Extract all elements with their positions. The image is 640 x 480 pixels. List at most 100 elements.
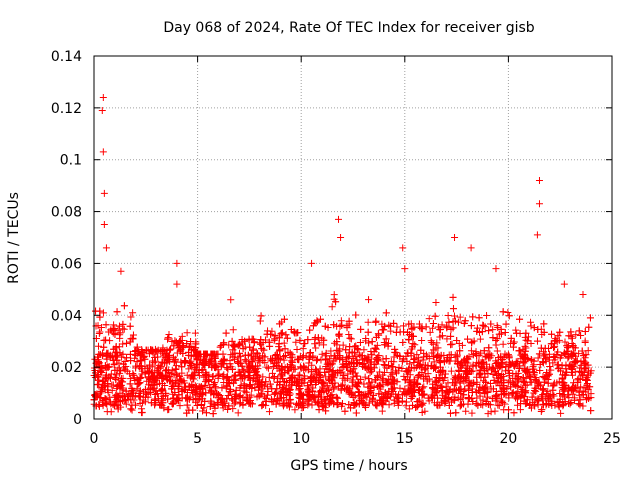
data-point — [168, 337, 176, 345]
data-point — [293, 355, 301, 363]
data-point — [313, 355, 321, 363]
data-point — [255, 386, 263, 394]
data-point — [223, 375, 231, 383]
data-point — [399, 338, 407, 346]
data-point — [245, 336, 253, 344]
data-point — [332, 298, 340, 306]
data-point — [493, 322, 501, 330]
data-point — [517, 383, 525, 391]
data-point — [378, 407, 386, 415]
data-point — [582, 394, 590, 402]
data-point — [405, 405, 413, 413]
data-point — [540, 328, 548, 336]
data-point — [151, 390, 159, 398]
data-point — [526, 372, 534, 380]
data-point — [430, 363, 438, 371]
data-point — [260, 346, 268, 354]
data-point — [484, 351, 492, 359]
data-point — [417, 324, 425, 332]
data-point — [522, 389, 530, 397]
data-point — [376, 368, 384, 376]
data-point — [509, 389, 517, 397]
data-point — [214, 374, 222, 382]
data-point — [256, 358, 264, 366]
data-point — [581, 365, 589, 373]
data-point — [175, 391, 183, 399]
data-point — [294, 328, 302, 336]
data-point — [307, 378, 315, 386]
data-point — [150, 384, 158, 392]
data-point — [96, 307, 104, 315]
data-point — [582, 375, 590, 383]
data-point — [151, 377, 159, 385]
data-point — [402, 402, 410, 410]
data-point — [492, 341, 500, 349]
data-point — [489, 364, 497, 372]
data-point — [543, 369, 551, 377]
data-point — [345, 387, 353, 395]
data-point — [224, 373, 232, 381]
data-point — [353, 383, 361, 391]
data-point — [288, 357, 296, 365]
data-point — [194, 352, 202, 360]
data-point — [447, 351, 455, 359]
data-point — [97, 366, 105, 374]
data-point — [571, 358, 579, 366]
data-point — [265, 408, 273, 416]
data-point — [133, 375, 141, 383]
data-point — [408, 324, 416, 332]
data-point — [202, 369, 210, 377]
data-point — [419, 356, 427, 364]
data-point — [204, 376, 212, 384]
data-point — [257, 312, 265, 320]
data-point — [379, 371, 387, 379]
data-point — [480, 347, 488, 355]
data-point — [102, 371, 110, 379]
data-point — [323, 392, 331, 400]
data-point — [461, 385, 469, 393]
data-point — [526, 378, 534, 386]
data-point — [466, 381, 474, 389]
data-point — [562, 371, 570, 379]
data-point — [571, 344, 579, 352]
data-point — [410, 383, 418, 391]
data-point — [241, 356, 249, 364]
data-point — [188, 386, 196, 394]
data-point — [230, 379, 238, 387]
data-point — [409, 401, 417, 409]
data-point — [540, 320, 548, 328]
data-point — [574, 378, 582, 386]
data-point — [171, 389, 179, 397]
data-point — [355, 351, 363, 359]
data-point — [322, 349, 330, 357]
data-point — [209, 373, 217, 381]
data-point — [534, 354, 542, 362]
data-point — [337, 234, 345, 241]
data-point — [215, 370, 223, 378]
data-point — [95, 342, 103, 350]
data-point — [578, 347, 586, 355]
data-point — [210, 391, 218, 399]
y-tick-label: 0 — [73, 412, 82, 428]
data-point — [312, 367, 320, 375]
data-point — [133, 343, 141, 351]
data-point — [540, 386, 548, 394]
data-point — [524, 337, 532, 345]
data-point — [413, 379, 421, 387]
data-point — [499, 308, 507, 316]
data-point — [368, 351, 376, 359]
data-point — [472, 388, 480, 396]
data-point — [96, 313, 104, 321]
data-point — [406, 378, 414, 386]
data-point — [408, 393, 416, 401]
data-point — [229, 326, 237, 334]
data-point — [405, 320, 413, 328]
data-point — [372, 318, 380, 326]
data-point — [440, 395, 448, 403]
data-point — [258, 381, 266, 389]
data-point — [479, 396, 487, 404]
data-point — [448, 340, 456, 348]
data-point — [241, 337, 249, 345]
data-point — [272, 389, 280, 397]
data-point — [501, 329, 509, 337]
